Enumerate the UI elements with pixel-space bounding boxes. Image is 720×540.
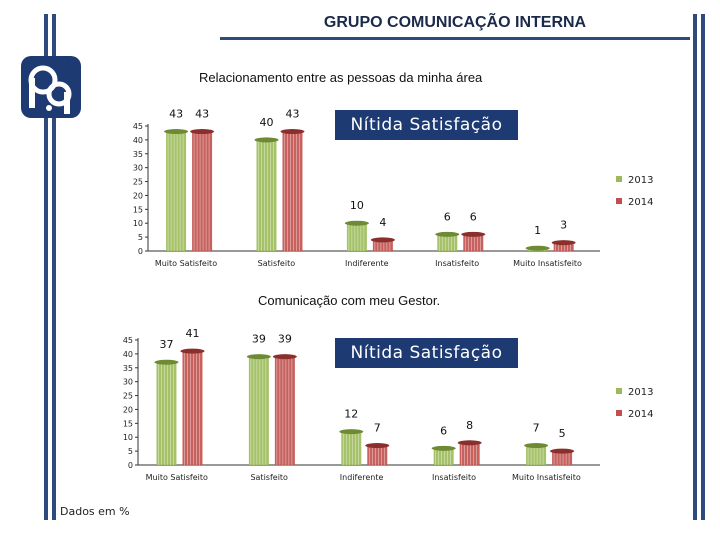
left-accent-bar-1 [44,14,48,520]
y-tick-label: 0 [128,461,133,470]
bar-2013-2 [344,220,369,251]
data-label: 12 [344,408,358,421]
legend-swatch-2013 [616,176,622,182]
bar-2014-2 [365,443,390,465]
y-tick-label: 5 [138,233,143,242]
y-tick-label: 15 [123,419,133,428]
category-label: Satisfeito [250,473,288,482]
bar-2014-3 [461,231,486,251]
category-label: Muito Insatisfeito [513,259,582,268]
legend-label-2014: 2014 [628,197,653,208]
data-label: 6 [470,210,477,223]
y-tick-label: 25 [123,392,133,401]
satisfaction-banner: Nítida Satisfação [335,110,518,140]
category-label: Insatisfeito [435,259,479,268]
bar-2014-2 [370,237,395,251]
y-tick-label: 30 [123,378,133,387]
y-tick-label: 35 [123,364,133,373]
data-label: 10 [350,199,364,212]
bar-2014-4 [550,448,575,465]
legend-swatch-2014 [616,410,622,416]
data-label: 40 [259,116,273,129]
bar-2013-3 [431,445,456,465]
y-tick-label: 15 [133,205,143,214]
data-label: 43 [195,108,209,121]
chart-relacionamento: Relacionamento entre as pessoas da minha… [133,70,654,268]
y-tick-label: 20 [133,191,143,200]
header-underline [220,37,690,40]
bar-2014-1 [280,129,305,251]
p-logo-icon [21,56,81,118]
bar-2013-4 [524,443,549,465]
category-label: Muito Satisfeito [146,473,208,482]
data-label: 1 [534,224,541,237]
data-label: 6 [444,210,451,223]
category-label: Muito Insatisfeito [512,473,581,482]
category-label: Indiferente [340,473,384,482]
bar-2013-1 [254,137,279,251]
bar-2013-0 [154,359,179,465]
y-tick-label: 0 [138,247,143,256]
category-label: Satisfeito [258,259,296,268]
legend-label-2013: 2013 [628,387,653,398]
y-tick-label: 20 [123,405,133,414]
y-tick-label: 40 [133,136,143,145]
left-accent-bar-2 [52,14,56,520]
bar-2014-0 [190,129,215,251]
legend-label-2014: 2014 [628,409,653,420]
y-tick-label: 5 [128,447,133,456]
chart-comunicacao-gestor: Comunicação com meu Gestor. Nítida Satis… [0,290,720,500]
data-label: 39 [278,333,292,346]
data-label: 39 [252,333,266,346]
legend-swatch-2013 [616,388,622,394]
chart-title: Relacionamento entre as pessoas da minha… [199,70,483,85]
bar-2013-1 [246,354,271,465]
bar-plot: 0 5 10 15 20 25 30 35 40 45 37 41 Muito Satisfeito 39… [123,327,654,482]
right-accent-bar-1 [693,14,697,520]
data-label: 5 [559,427,566,440]
data-label: 43 [285,108,299,121]
bar-2014-0 [180,348,205,465]
chart-title: Comunicação com meu Gestor. [258,293,441,308]
y-tick-label: 10 [123,433,133,442]
y-tick-label: 30 [133,164,143,173]
y-tick-label: 25 [133,178,143,187]
bar-2014-4 [551,240,576,251]
category-label: Indiferente [345,259,389,268]
data-label: 43 [169,108,183,121]
data-label: 37 [159,338,173,351]
y-tick-label: 40 [123,350,133,359]
right-accent-bar-2 [701,14,705,520]
category-label: Muito Satisfeito [155,259,217,268]
y-tick-label: 45 [133,122,143,131]
data-label: 7 [533,422,540,435]
data-label: 41 [185,327,199,340]
y-tick-label: 45 [123,336,133,345]
data-label: 8 [466,419,473,432]
data-footnote: Dados em % [60,505,130,518]
data-label: 3 [560,219,567,232]
data-label: 6 [440,424,447,437]
bar-2014-1 [272,354,297,465]
legend-swatch-2014 [616,198,622,204]
bar-2013-0 [164,129,189,251]
page-title: GRUPO COMUNICAÇÃO INTERNA [323,14,587,31]
bar-2014-3 [457,440,482,465]
category-label: Insatisfeito [432,473,476,482]
data-label: 7 [374,422,381,435]
bar-2013-2 [339,429,364,465]
legend-label-2013: 2013 [628,175,653,186]
data-label: 4 [379,216,386,229]
satisfaction-banner: Nítida Satisfação [335,338,518,368]
y-tick-label: 10 [133,219,143,228]
bar-2013-3 [435,231,460,251]
bar-2013-4 [525,245,550,251]
y-tick-label: 35 [133,150,143,159]
